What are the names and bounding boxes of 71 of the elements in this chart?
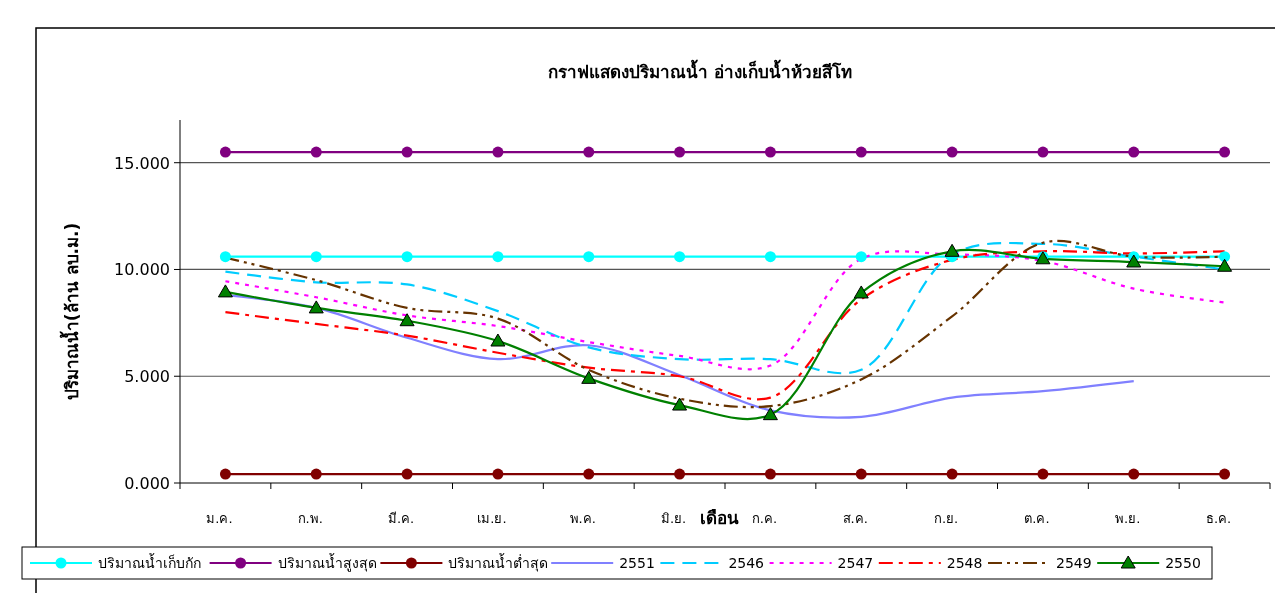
point <box>944 243 960 257</box>
point <box>219 146 231 158</box>
point <box>946 146 958 158</box>
y-tick-label: 15.000 <box>114 153 170 173</box>
point <box>310 146 322 158</box>
point <box>1217 258 1233 272</box>
point <box>1219 468 1231 480</box>
y-tick-label: 5.000 <box>124 367 170 387</box>
point <box>674 468 686 480</box>
legend-label: ปริมาณน้ำเก็บกัก <box>98 553 201 571</box>
y-tick-label: 10.000 <box>114 260 170 280</box>
point <box>1126 254 1142 268</box>
point <box>764 468 776 480</box>
point <box>946 468 958 480</box>
point <box>583 251 595 263</box>
legend-label: 2547 <box>837 555 874 571</box>
point <box>490 333 506 347</box>
point <box>492 251 504 263</box>
point <box>1219 146 1231 158</box>
legend-label: 2549 <box>1056 555 1092 571</box>
point <box>583 146 595 158</box>
x-tick-label: ต.ค. <box>1024 511 1050 526</box>
point <box>308 300 324 314</box>
point <box>1037 146 1049 158</box>
x-tick-label: มิ.ย. <box>660 511 687 526</box>
x-tick-label: ก.ย. <box>933 511 959 526</box>
point <box>674 146 686 158</box>
legend-label: 2551 <box>619 555 655 571</box>
point <box>764 146 776 158</box>
point <box>855 146 867 158</box>
point <box>492 146 504 158</box>
point <box>853 285 869 299</box>
point <box>310 251 322 263</box>
y-tick-label: 0.000 <box>124 474 170 493</box>
point <box>399 313 415 327</box>
point <box>855 251 867 263</box>
point <box>1128 146 1140 158</box>
point <box>401 146 413 158</box>
legend-label: 2550 <box>1165 555 1201 571</box>
point <box>219 468 231 480</box>
point <box>217 284 233 298</box>
point <box>672 397 688 411</box>
point <box>1037 468 1049 480</box>
point <box>1128 468 1140 480</box>
point <box>310 468 322 480</box>
legend-label: 2548 <box>946 555 983 571</box>
point <box>401 251 413 263</box>
point <box>492 468 504 480</box>
x-tick-label: เม.ย. <box>477 511 507 526</box>
x-tick-label: ก.ค. <box>751 511 778 526</box>
x-tick-label: มี.ค. <box>387 511 415 526</box>
point <box>855 468 867 480</box>
point <box>764 251 776 263</box>
x-tick-label: พ.ย. <box>1115 511 1141 526</box>
legend-label: ปริมาณน้ำต่ำสุด <box>448 553 549 572</box>
point <box>401 468 413 480</box>
chart-title: กราฟแสดงปริมาณน้ำ อ่างเก็บน้ำห้วยสีโท <box>548 59 852 82</box>
legend-label: ปริมาณน้ำสูงสุด <box>277 553 377 572</box>
x-axis-title: เดือน <box>699 508 739 528</box>
point <box>581 370 597 384</box>
legend-label: 2546 <box>728 555 765 571</box>
point <box>674 251 686 263</box>
x-tick-label: พ.ค. <box>569 511 596 526</box>
x-tick-label: ธ.ค. <box>1205 511 1232 526</box>
point <box>762 407 778 421</box>
x-tick-label: ส.ค. <box>842 511 868 526</box>
x-tick-label: ก.พ. <box>297 511 323 526</box>
point <box>219 251 231 263</box>
x-tick-label: ม.ค. <box>206 511 233 526</box>
y-axis-title: ปริมาณน้ำ(ล้าน ลบ.ม.) <box>59 222 82 401</box>
point <box>583 468 595 480</box>
